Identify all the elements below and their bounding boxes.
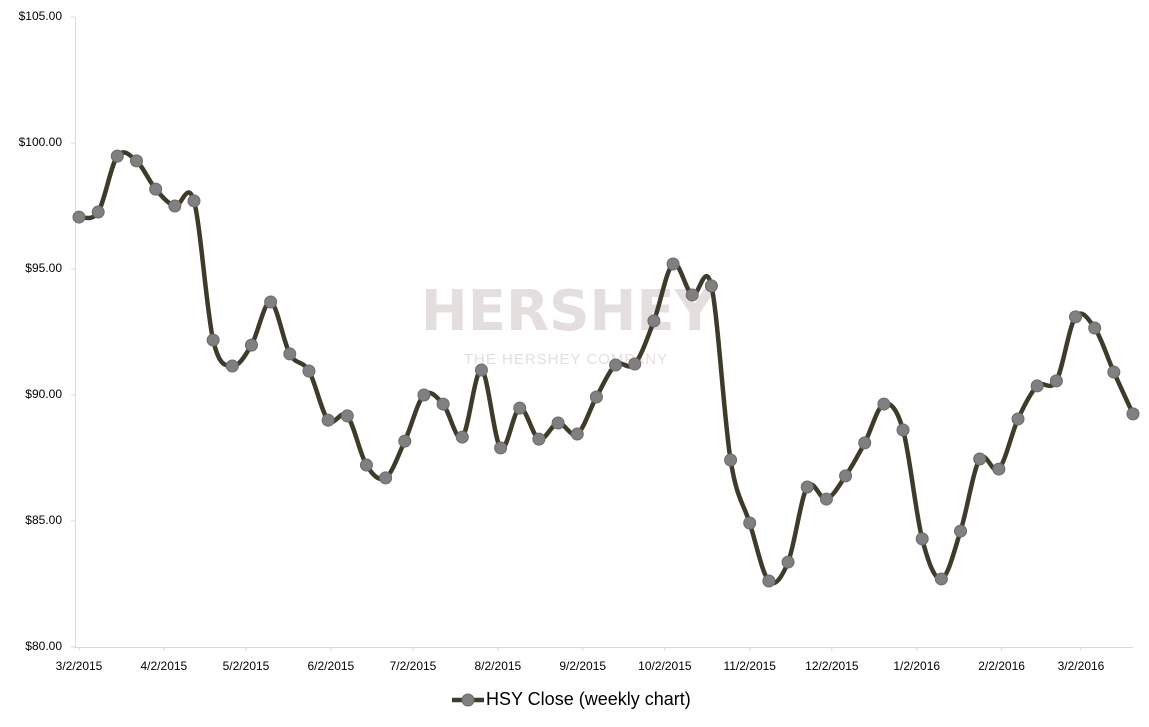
data-point	[839, 469, 853, 483]
data-point	[379, 471, 393, 485]
x-tick-label: 8/2/2015	[475, 659, 522, 673]
x-tick-label: 3/2/2015	[56, 659, 103, 673]
data-point	[129, 154, 143, 168]
data-point	[1088, 321, 1102, 335]
data-point	[800, 480, 814, 494]
data-point	[647, 314, 661, 328]
data-point	[1011, 412, 1025, 426]
data-point	[762, 574, 776, 588]
data-point	[168, 199, 182, 213]
data-point	[1030, 379, 1044, 393]
data-point	[666, 257, 680, 271]
y-tick-label: $85.00	[25, 513, 62, 527]
data-point	[283, 347, 297, 361]
x-tick-label: 3/2/2016	[1058, 659, 1105, 673]
data-point	[321, 413, 335, 427]
data-point	[455, 430, 469, 444]
data-point	[494, 441, 508, 455]
data-point	[628, 357, 642, 371]
data-point	[110, 149, 124, 163]
x-tick-label: 1/2/2016	[893, 659, 940, 673]
x-tick-label: 10/2/2015	[638, 659, 692, 673]
data-point	[340, 409, 354, 423]
data-point	[743, 516, 757, 530]
data-point	[72, 210, 86, 224]
data-point	[954, 524, 968, 538]
data-point	[1107, 365, 1121, 379]
data-point	[359, 458, 373, 472]
data-point	[532, 432, 546, 446]
watermark-title: HERSHEY	[421, 279, 717, 344]
data-point	[244, 338, 258, 352]
data-point	[896, 423, 910, 437]
data-point	[589, 390, 603, 404]
data-point	[1126, 407, 1140, 421]
data-point	[225, 359, 239, 373]
data-point	[398, 434, 412, 448]
data-point	[609, 358, 623, 372]
data-point	[819, 492, 833, 506]
x-tick-label: 11/2/2015	[723, 659, 776, 673]
y-tick-label: $90.00	[25, 387, 62, 401]
data-point	[206, 333, 220, 347]
y-tick-label: $100.00	[19, 135, 63, 149]
data-point	[474, 363, 488, 377]
data-point	[685, 288, 699, 302]
y-tick-label: $80.00	[25, 639, 62, 653]
data-point	[264, 295, 278, 309]
data-point	[704, 279, 718, 293]
x-tick-label: 9/2/2015	[559, 659, 606, 673]
data-point	[934, 572, 948, 586]
data-point	[915, 532, 929, 546]
data-point	[858, 436, 872, 450]
x-tick-label: 7/2/2015	[390, 659, 437, 673]
data-point	[1069, 310, 1083, 324]
x-tick-label: 6/2/2015	[308, 659, 355, 673]
data-point	[513, 401, 527, 415]
y-tick-label: $105.00	[19, 9, 63, 23]
data-point	[149, 182, 163, 196]
data-point	[551, 416, 565, 430]
data-point	[187, 194, 201, 208]
data-point	[436, 397, 450, 411]
x-tick-label: 2/2/2016	[978, 659, 1025, 673]
data-point	[992, 462, 1006, 476]
data-point	[417, 388, 431, 402]
legend-marker	[461, 693, 475, 707]
data-point	[973, 452, 987, 466]
data-point	[302, 364, 316, 378]
data-point	[877, 397, 891, 411]
data-point	[91, 205, 105, 219]
x-tick-label: 5/2/2015	[223, 659, 270, 673]
data-point	[724, 453, 738, 467]
x-tick-label: 4/2/2015	[141, 659, 188, 673]
x-tick-label: 12/2/2015	[805, 659, 859, 673]
data-point	[781, 555, 795, 569]
data-point	[1049, 374, 1063, 388]
legend-text: HSY Close (weekly chart)	[486, 689, 691, 709]
data-point	[570, 427, 584, 441]
y-tick-label: $95.00	[25, 261, 62, 275]
